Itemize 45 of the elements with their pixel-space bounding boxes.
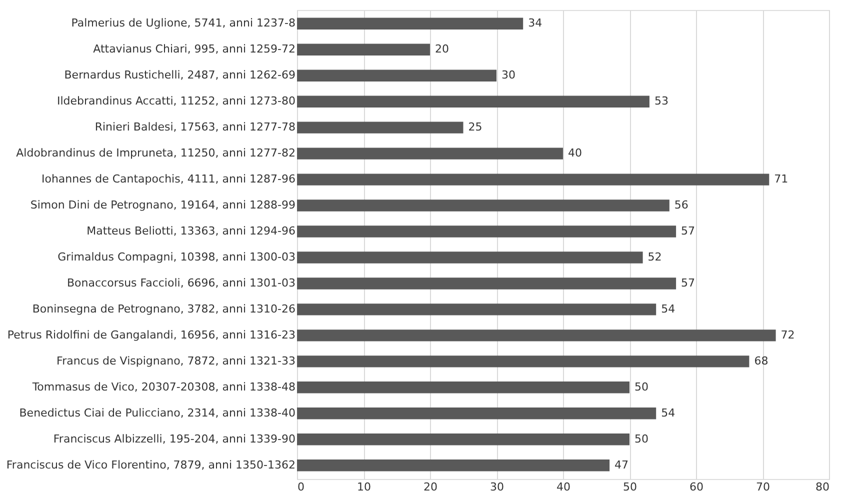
x-tick-label: 60 — [690, 480, 704, 494]
y-tick-label: Benedictus Ciai de Pulicciano, 2314, anni 1338-40 — [19, 406, 296, 420]
data-label: 71 — [774, 172, 788, 186]
x-tick-label: 10 — [357, 480, 371, 494]
y-tick-label: Petrus Ridolfini de Gangalandi, 16956, anni 1316-23 — [7, 328, 296, 342]
x-tick-label: 40 — [556, 480, 570, 494]
y-tick-label: Rinieri Baldesi, 17563, anni 1277-78 — [94, 120, 296, 134]
data-label: 68 — [754, 354, 768, 368]
y-tick-label: Ildebrandinus Accatti, 11252, anni 1273-80 — [56, 94, 296, 108]
x-tick-label: 30 — [490, 480, 504, 494]
y-tick-label: Boninsegna de Petrognano, 3782, anni 1310-26 — [32, 302, 296, 316]
data-label: 40 — [568, 146, 582, 160]
data-label: 54 — [661, 406, 676, 420]
y-tick-label: Matteus Beliotti, 13363, anni 1294-96 — [86, 224, 296, 238]
y-tick-label: Iohannes de Cantapochis, 4111, anni 1287-96 — [41, 172, 296, 186]
data-label: 57 — [681, 276, 696, 290]
data-label: 56 — [674, 198, 688, 212]
data-label: 50 — [634, 380, 648, 394]
y-tick-label: Franciscus Albizzelli, 195-204, anni 1339-90 — [53, 432, 296, 446]
data-label: 72 — [780, 328, 795, 342]
data-label: 30 — [502, 68, 516, 82]
y-tick-label: Bernardus Rustichelli, 2487, anni 1262-69 — [64, 68, 296, 82]
y-tick-label: Aldobrandinus de Impruneta, 11250, anni 1277-82 — [16, 146, 296, 160]
x-tick-label: 80 — [816, 480, 830, 494]
y-tick-label: Franciscus de Vico Florentino, 7879, anni 1350-1362 — [6, 458, 296, 472]
data-label: 57 — [681, 224, 696, 238]
data-label: 50 — [634, 432, 648, 446]
x-tick-label: 20 — [424, 480, 438, 494]
data-label: 52 — [648, 250, 662, 264]
data-label: 47 — [614, 458, 629, 472]
y-tick-label: Francus de Vispignano, 7872, anni 1321-33 — [56, 354, 296, 368]
data-label: 54 — [661, 302, 676, 316]
y-tick-label: Grimaldus Compagni, 10398, anni 1300-03 — [58, 250, 296, 264]
y-tick-label: Tommasus de Vico, 20307-20308, anni 1338-48 — [31, 380, 296, 394]
x-tick-label: 70 — [756, 480, 770, 494]
y-tick-label: Palmerius de Uglione, 5741, anni 1237-8 — [71, 16, 296, 30]
y-tick-label: Simon Dini de Petrognano, 19164, anni 1288-99 — [30, 198, 296, 212]
x-tick-label: 50 — [623, 480, 637, 494]
y-tick-label: Attavianus Chiari, 995, anni 1259-72 — [93, 42, 296, 56]
data-label: 34 — [528, 16, 542, 30]
y-tick-label: Bonaccorsus Faccioli, 6696, anni 1301-03 — [67, 276, 296, 290]
data-label: 25 — [468, 120, 482, 134]
data-label: 53 — [654, 94, 668, 108]
data-label: 20 — [435, 42, 449, 56]
x-tick-label: 0 — [298, 480, 304, 494]
